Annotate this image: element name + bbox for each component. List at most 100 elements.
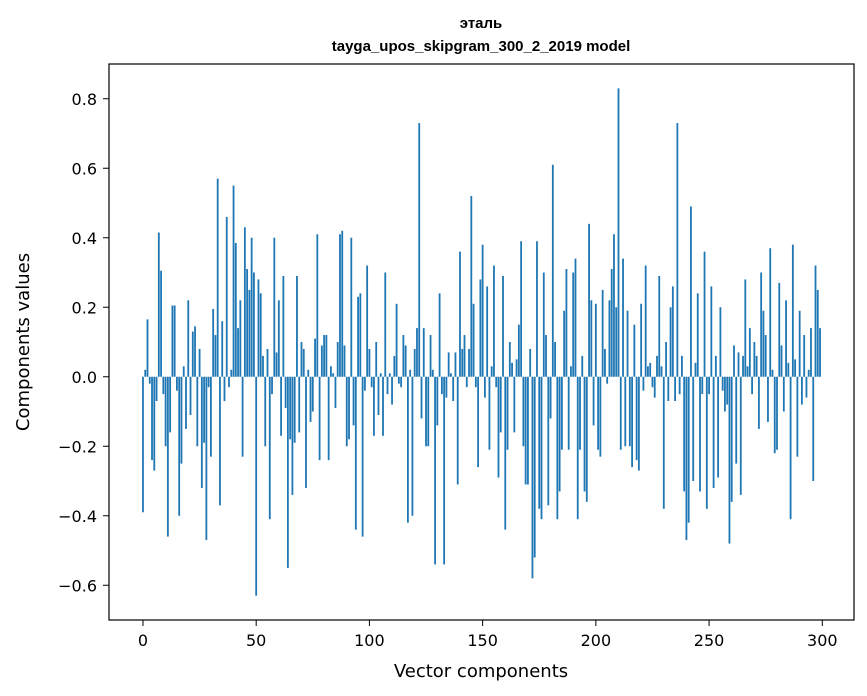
bar <box>665 342 667 377</box>
bar <box>714 355 717 377</box>
bar <box>739 376 742 495</box>
bar <box>169 376 172 433</box>
bar <box>379 373 382 377</box>
bar <box>200 376 203 488</box>
bar <box>438 293 441 377</box>
bar <box>576 376 579 520</box>
bar <box>370 376 373 388</box>
bar <box>162 376 165 395</box>
bar <box>497 376 500 478</box>
bar <box>400 376 403 388</box>
bar <box>454 352 457 377</box>
bar <box>644 265 647 377</box>
bar <box>735 376 738 464</box>
bar <box>142 376 144 513</box>
bar-series <box>142 88 821 596</box>
bar <box>724 376 726 412</box>
bar <box>708 376 710 395</box>
bar <box>748 328 751 377</box>
y-axis-label: Components values <box>13 253 34 431</box>
bar <box>422 328 425 377</box>
bar <box>456 376 459 485</box>
bar <box>357 296 359 377</box>
bar <box>180 376 183 464</box>
bar <box>239 300 242 377</box>
bar <box>284 376 287 409</box>
bar <box>189 376 192 415</box>
bar <box>447 352 450 377</box>
bar <box>341 230 344 377</box>
bar <box>635 376 638 461</box>
bar <box>363 376 366 391</box>
bar <box>461 348 464 377</box>
bar <box>472 303 475 377</box>
bar <box>219 376 221 506</box>
bar <box>592 376 595 426</box>
bar <box>696 293 699 377</box>
bar <box>613 234 615 377</box>
y-tick-label: 0.4 <box>72 229 97 248</box>
bar <box>565 269 568 377</box>
y-tick-label: −0.2 <box>58 437 97 456</box>
bar <box>404 345 407 377</box>
bar <box>243 227 246 377</box>
bar <box>332 373 335 377</box>
bar <box>173 305 176 377</box>
bar <box>345 376 348 447</box>
y-tick-label: 0.2 <box>72 298 97 317</box>
bar <box>812 376 815 481</box>
bar <box>583 376 586 492</box>
bar <box>515 359 518 377</box>
bar <box>262 355 264 377</box>
bar <box>694 362 697 377</box>
bar <box>622 258 624 377</box>
x-tick-label: 100 <box>354 631 385 650</box>
bar <box>443 376 446 565</box>
bar <box>563 310 566 377</box>
bar <box>280 376 282 436</box>
bar <box>733 345 735 377</box>
bar <box>814 265 817 377</box>
bar <box>429 335 432 377</box>
bar <box>209 376 212 457</box>
bar <box>336 342 339 377</box>
bar <box>470 196 473 377</box>
bar <box>468 348 470 377</box>
bar <box>649 362 652 377</box>
bar <box>801 376 803 405</box>
bar <box>339 234 341 377</box>
bar <box>334 376 337 409</box>
bar <box>246 269 249 377</box>
bar <box>182 366 185 377</box>
bar <box>757 376 760 429</box>
bar <box>248 289 251 377</box>
bar <box>298 376 301 433</box>
bar <box>606 376 609 384</box>
bar <box>350 237 353 377</box>
bar <box>719 307 722 377</box>
bar <box>196 376 199 447</box>
bar <box>343 345 346 377</box>
bar <box>508 342 511 377</box>
bar <box>803 335 806 377</box>
bar <box>325 335 328 377</box>
bar <box>155 376 158 402</box>
bar <box>796 376 799 457</box>
bar <box>533 376 536 558</box>
bar <box>157 232 160 377</box>
bar <box>212 308 215 377</box>
bar <box>794 359 797 377</box>
bar <box>397 376 400 384</box>
bar <box>191 331 194 377</box>
bar <box>366 265 369 377</box>
bar <box>776 376 778 450</box>
bar <box>434 376 436 565</box>
y-axis-ticks: −0.6 −0.4 −0.2 0.0 0.2 0.4 0.6 0.8 <box>58 90 109 595</box>
bar <box>463 335 466 377</box>
bar <box>594 303 597 377</box>
bar <box>608 300 611 377</box>
bar <box>764 335 767 377</box>
bar <box>225 216 228 377</box>
bar <box>452 376 455 402</box>
bar <box>536 241 538 377</box>
